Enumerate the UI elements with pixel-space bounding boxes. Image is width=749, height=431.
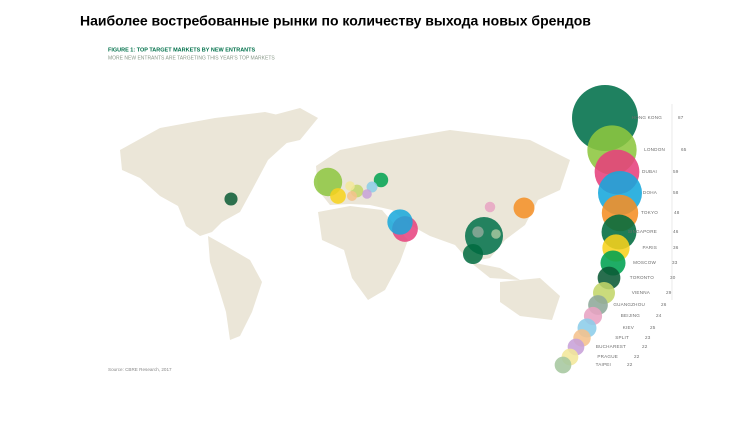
world-map (120, 108, 570, 340)
map-bubble (472, 226, 484, 238)
city-label: PARIS (643, 245, 657, 250)
value-label: 22 (642, 344, 648, 349)
city-label: TORONTO (630, 275, 654, 280)
city-label: BEIJING (621, 313, 640, 318)
bubble (554, 356, 572, 374)
map-bubble (345, 181, 355, 191)
value-label: 24 (656, 313, 662, 318)
map-bubble (491, 229, 501, 239)
figure-title: FIGURE 1: TOP TARGET MARKETS BY NEW ENTR… (108, 47, 256, 53)
map-bubble (513, 197, 535, 219)
value-label: 65 (681, 147, 687, 152)
value-label: 23 (645, 335, 651, 340)
city-label: LONDON (644, 147, 665, 152)
map-bubble (387, 209, 413, 235)
value-label: 33 (672, 260, 678, 265)
city-label: DUBAI (642, 169, 657, 174)
city-label: TAIPEI (596, 362, 611, 367)
city-label: TOKYO (641, 210, 658, 215)
value-label: 29 (666, 290, 672, 295)
value-label: 25 (650, 325, 656, 330)
source: Source: CBRE Research, 2017 (108, 367, 172, 372)
map-bubble (366, 181, 378, 193)
value-label: 58 (673, 190, 679, 195)
map-bubble (346, 190, 358, 202)
value-label: 30 (670, 275, 676, 280)
value-label: 22 (634, 354, 640, 359)
map-bubble (484, 201, 496, 213)
value-label: 26 (661, 302, 667, 307)
value-label: 48 (674, 210, 680, 215)
map-bubble (224, 192, 238, 206)
value-label: 46 (673, 229, 679, 234)
chart-title: Наиболее востребованные рынки по количес… (80, 13, 591, 29)
figure-subtitle: MORE NEW ENTRANTS ARE TARGETING THIS YEA… (108, 55, 275, 61)
city-label: HONG KONG (632, 115, 663, 120)
map-bubble (362, 189, 372, 199)
map-bubble (462, 243, 484, 265)
city-label: PRAGUE (597, 354, 618, 359)
map-bubble (373, 172, 389, 188)
city-label: DOHA (643, 190, 658, 195)
value-label: 59 (673, 169, 679, 174)
city-label: MOSCOW (633, 260, 656, 265)
value-label: 87 (678, 115, 684, 120)
city-label: BUCHAREST (596, 344, 626, 349)
value-label: 36 (673, 245, 679, 250)
city-label: SINGAPORE (628, 229, 657, 234)
city-label: GUANGZHOU (613, 302, 645, 307)
city-label: KIEV (623, 325, 635, 330)
map-bubble (330, 188, 346, 204)
city-label: VIENNA (632, 290, 651, 295)
city-label: SPLIT (615, 335, 629, 340)
value-label: 22 (627, 362, 633, 367)
